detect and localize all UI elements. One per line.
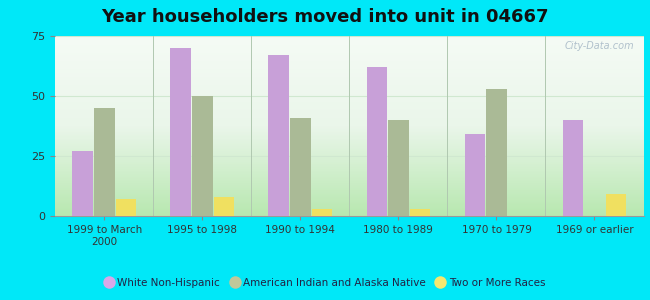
Bar [388, 120, 409, 216]
Bar [563, 120, 583, 216]
Bar [311, 209, 332, 216]
Text: City-Data.com: City-Data.com [565, 41, 634, 51]
Bar [94, 108, 114, 216]
Bar [72, 151, 93, 216]
Bar [465, 134, 485, 216]
Legend: White Non-Hispanic, American Indian and Alaska Native, Two or More Races: White Non-Hispanic, American Indian and … [101, 273, 549, 292]
Text: Year householders moved into unit in 04667: Year householders moved into unit in 046… [101, 8, 549, 26]
Bar [268, 55, 289, 216]
Bar [606, 194, 627, 216]
Bar [116, 199, 136, 216]
Bar [170, 48, 191, 216]
Bar [367, 67, 387, 216]
Bar [486, 89, 507, 216]
Bar [192, 96, 213, 216]
Bar [290, 118, 311, 216]
Bar [410, 209, 430, 216]
Bar [214, 197, 234, 216]
